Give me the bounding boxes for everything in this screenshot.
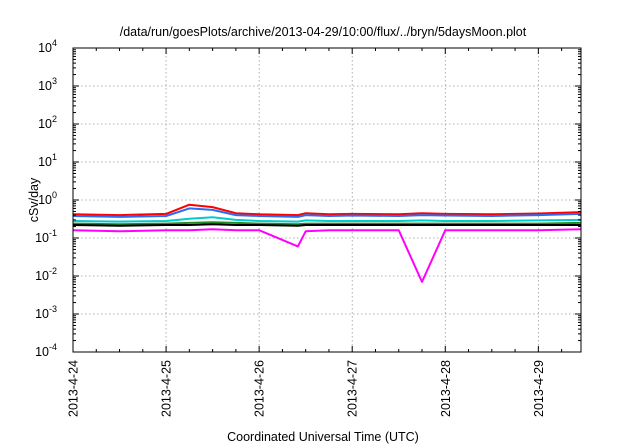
x-tick-label: 2013-4-26 — [253, 360, 267, 417]
axis-ticks — [72, 47, 581, 353]
y-axis-label: cSv/day — [27, 177, 41, 222]
y-tick-label: 10-4 — [35, 342, 57, 359]
grid — [73, 48, 581, 352]
x-tick-labels: 2013-4-24 2013-4-25 2013-4-26 2013-4-27 2013… — [67, 360, 546, 417]
y-tick-labels: 10-4 10-3 10-2 10-1 100 101 102 103 104 — [35, 38, 57, 359]
y-tick-label: 10-3 — [35, 304, 57, 321]
series-line-6 — [72, 228, 582, 283]
y-tick-label: 103 — [38, 76, 57, 93]
y-tick-label: 104 — [38, 38, 57, 55]
y-tick-label: 10-2 — [35, 266, 57, 283]
series-line-1 — [72, 203, 582, 217]
x-tick-label: 2013-4-24 — [67, 360, 81, 417]
y-tick-label: 102 — [38, 114, 57, 131]
series-line-2 — [72, 207, 582, 218]
y-tick-label: 10-1 — [35, 228, 57, 245]
y-tick-label: 101 — [38, 152, 57, 169]
x-tick-label: 2013-4-25 — [160, 360, 174, 417]
x-tick-label: 2013-4-29 — [532, 360, 546, 417]
chart-title: /data/run/goesPlots/archive/2013-04-29/1… — [120, 25, 527, 39]
x-axis-label: Coordinated Universal Time (UTC) — [227, 430, 419, 444]
y-tick-label: 100 — [38, 190, 57, 207]
series-line-3 — [72, 216, 582, 223]
series-line-5 — [72, 223, 581, 227]
x-tick-label: 2013-4-28 — [439, 360, 453, 417]
series-group — [72, 203, 582, 283]
series-line-4 — [72, 221, 582, 226]
x-tick-label: 2013-4-27 — [346, 360, 360, 417]
